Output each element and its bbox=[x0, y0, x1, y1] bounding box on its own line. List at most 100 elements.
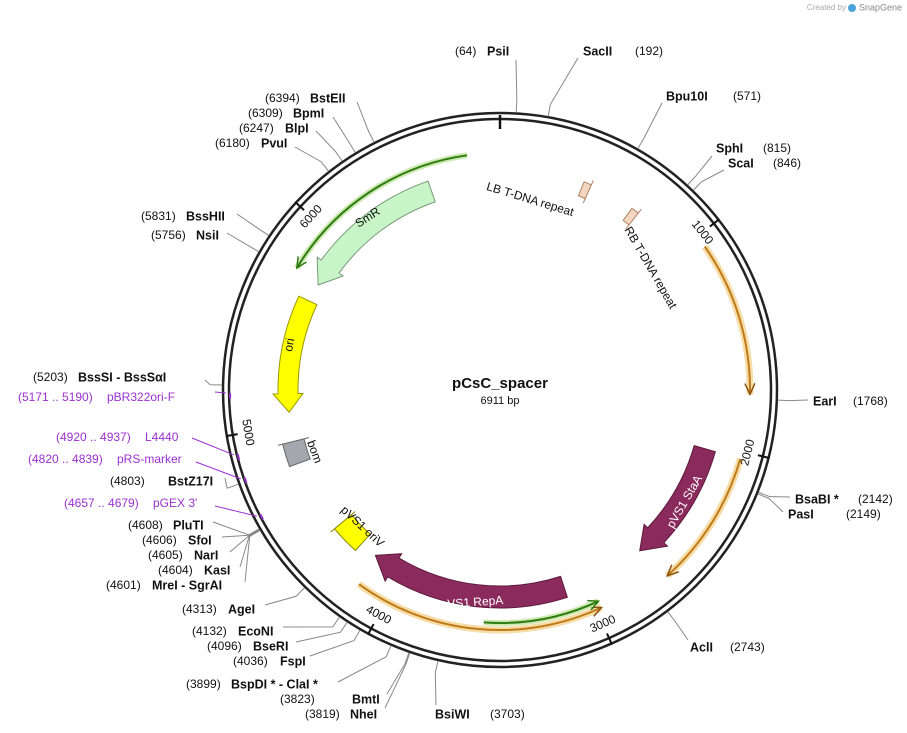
brand: SnapGene bbox=[859, 2, 902, 12]
site-position: (6394) bbox=[265, 91, 300, 105]
feature-label: bom bbox=[304, 438, 325, 465]
site-position: (4803) bbox=[110, 474, 145, 488]
primer-site bbox=[243, 477, 248, 484]
site-name: PasI bbox=[788, 507, 814, 521]
ruler-tick bbox=[606, 633, 613, 645]
site-leader bbox=[221, 528, 260, 538]
feature-ori bbox=[271, 295, 318, 413]
ruler-tick bbox=[225, 433, 238, 438]
primer-site bbox=[259, 513, 264, 520]
primer-head bbox=[295, 256, 307, 270]
site-name: BseRI bbox=[253, 639, 288, 653]
site-name: BstEII bbox=[310, 91, 345, 105]
site-leader bbox=[294, 146, 329, 172]
site-leader bbox=[337, 645, 392, 683]
site-name: BssSI - BssSαI bbox=[78, 370, 166, 384]
site-leader bbox=[692, 169, 725, 191]
site-leader bbox=[332, 116, 356, 153]
feature-oriv bbox=[330, 511, 371, 552]
feature-label: RB T-DNA repeat bbox=[622, 224, 681, 312]
site-leader bbox=[315, 130, 343, 162]
site-leader bbox=[777, 399, 809, 402]
site-name: NsiI bbox=[196, 228, 219, 242]
site-name: AgeI bbox=[228, 602, 255, 616]
site-position: (5831) bbox=[141, 209, 176, 223]
feature-lb bbox=[577, 180, 594, 204]
feature-label: LB T-DNA repeat bbox=[485, 179, 576, 219]
site-leader bbox=[667, 611, 689, 641]
site-leader bbox=[282, 616, 341, 628]
site-name: ScaI bbox=[728, 156, 754, 170]
orf-arc bbox=[703, 246, 751, 395]
site-name: NarI bbox=[194, 548, 218, 562]
site-leader bbox=[384, 652, 411, 709]
site-name: BspDI * - ClaI * bbox=[231, 677, 318, 691]
site-leader bbox=[758, 491, 791, 498]
site-position: (3703) bbox=[490, 707, 525, 721]
site-position: (192) bbox=[635, 44, 663, 58]
site-position: (3819) bbox=[305, 707, 340, 721]
primer-range: (4920 .. 4937) bbox=[56, 430, 131, 444]
site-position: (2743) bbox=[730, 640, 765, 654]
site-position: (1768) bbox=[853, 394, 888, 408]
site-leader bbox=[204, 379, 223, 386]
site-name: BlpI bbox=[285, 121, 309, 135]
plasmid-title: pCsC_spacer bbox=[452, 375, 548, 392]
site-name: FspI bbox=[280, 654, 306, 668]
ruler-label: 5000 bbox=[239, 418, 257, 447]
backbone-outer bbox=[221, 111, 779, 669]
site-leader bbox=[547, 57, 579, 117]
site-position: (64) bbox=[455, 44, 476, 58]
primer-name: pGEX 3' bbox=[153, 496, 197, 510]
ruler-tick bbox=[757, 454, 770, 460]
site-leader bbox=[295, 621, 348, 643]
site-name: Bpu10I bbox=[666, 89, 708, 103]
ruler-tick bbox=[367, 623, 375, 636]
site-position: (4313) bbox=[182, 602, 217, 616]
primer-leader bbox=[191, 437, 234, 456]
orf-head bbox=[744, 383, 756, 397]
site-name: EcoNI bbox=[238, 624, 273, 638]
site-name: AclI bbox=[690, 640, 713, 654]
site-leader bbox=[226, 232, 260, 253]
feature-label: ori bbox=[281, 337, 297, 353]
site-name: BpmI bbox=[293, 106, 324, 120]
site-position: (4605) bbox=[148, 548, 183, 562]
site-position: (4132) bbox=[192, 624, 227, 638]
orf-arc bbox=[358, 583, 602, 631]
ruler-tick bbox=[709, 218, 720, 228]
site-position: (4604) bbox=[158, 563, 193, 577]
site-name: EarI bbox=[813, 394, 837, 408]
site-position: (6180) bbox=[215, 136, 250, 150]
site-name: NheI bbox=[350, 707, 377, 721]
primer-leader bbox=[195, 461, 241, 480]
site-position: (3823) bbox=[280, 692, 315, 706]
site-position: (815) bbox=[763, 141, 791, 155]
site-name: BmtI bbox=[352, 692, 380, 706]
logo bbox=[848, 4, 856, 12]
site-position: (5203) bbox=[33, 370, 68, 384]
site-position: (4601) bbox=[106, 578, 141, 592]
site-leader bbox=[515, 59, 518, 113]
site-position: (4608) bbox=[128, 518, 163, 532]
site-name: BsaBI * bbox=[795, 492, 839, 506]
ruler-label: 2000 bbox=[737, 438, 757, 468]
site-position: (4096) bbox=[207, 639, 242, 653]
site-position: (5756) bbox=[151, 228, 186, 242]
primer-name: L4440 bbox=[145, 430, 179, 444]
site-name: SacII bbox=[583, 44, 612, 58]
site-leader bbox=[309, 629, 361, 657]
credit: Created by bbox=[807, 3, 846, 12]
primer-head bbox=[587, 599, 601, 611]
feature-repa bbox=[374, 553, 568, 609]
site-leader bbox=[356, 101, 375, 143]
site-position: (6247) bbox=[239, 121, 274, 135]
plasmid-length: 6911 bp bbox=[481, 395, 520, 407]
site-name: MreI - SgrAI bbox=[152, 578, 222, 592]
site-leader bbox=[244, 529, 261, 583]
site-name: BstZ17I bbox=[168, 474, 213, 488]
site-position: (2142) bbox=[858, 492, 893, 506]
site-leader bbox=[224, 477, 239, 489]
